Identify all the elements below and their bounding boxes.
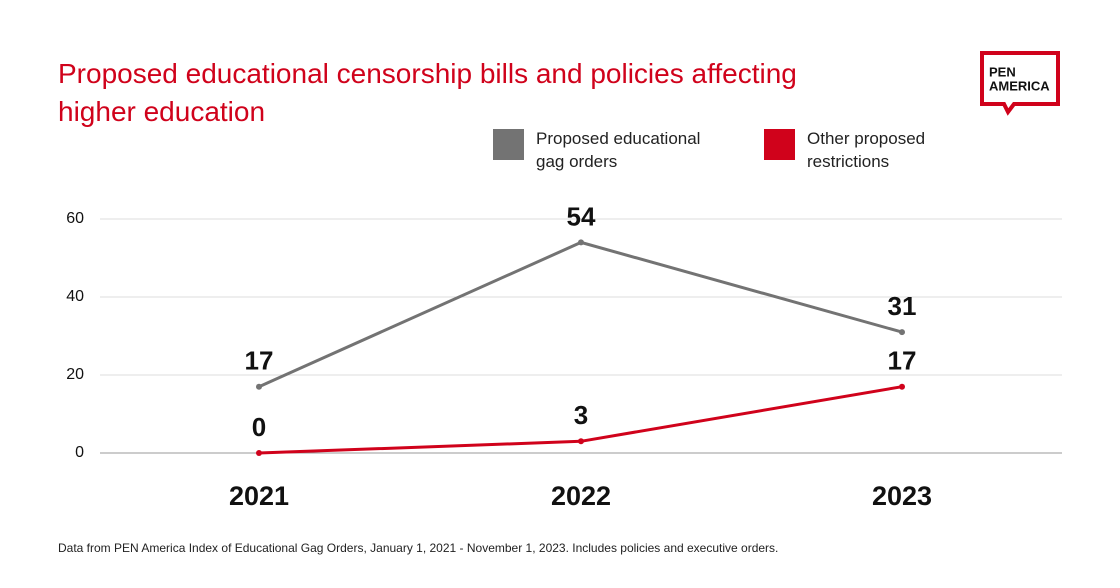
y-tick-label: 0 xyxy=(75,444,84,461)
line xyxy=(258,240,903,389)
point xyxy=(578,239,584,246)
logo-frame xyxy=(980,51,1060,116)
point xyxy=(256,383,262,390)
footnote: Data from PEN America Index of Education… xyxy=(58,541,779,555)
x-tick-label: 2023 xyxy=(872,481,932,511)
data-label: 54 xyxy=(567,201,596,231)
chart-title: Proposed educational censorship bills an… xyxy=(58,58,797,127)
data-label: 3 xyxy=(574,400,588,430)
legend-label: Other proposed restrictions xyxy=(807,129,926,171)
data-label: 31 xyxy=(888,291,917,321)
point xyxy=(578,438,584,445)
data-label: 17 xyxy=(245,346,274,376)
logo: PEN AMERICA xyxy=(980,51,1060,116)
point xyxy=(899,329,905,336)
point xyxy=(256,450,262,456)
x-tick-label: 2022 xyxy=(551,481,611,511)
y-tick-label: 20 xyxy=(66,366,84,383)
logo-text: AMERICA xyxy=(989,78,1050,93)
legend-swatch xyxy=(493,129,524,160)
data-label: 17 xyxy=(888,346,917,376)
legend-swatch xyxy=(764,129,795,160)
y-tick-label: 40 xyxy=(66,288,84,305)
point xyxy=(899,383,905,390)
x-tick-label: 2021 xyxy=(229,481,289,511)
logo-text: PEN xyxy=(989,64,1016,79)
y-tick-label: 60 xyxy=(66,210,84,227)
data-label: 0 xyxy=(252,412,266,442)
legend-label: Proposed educational gag orders xyxy=(536,129,701,171)
